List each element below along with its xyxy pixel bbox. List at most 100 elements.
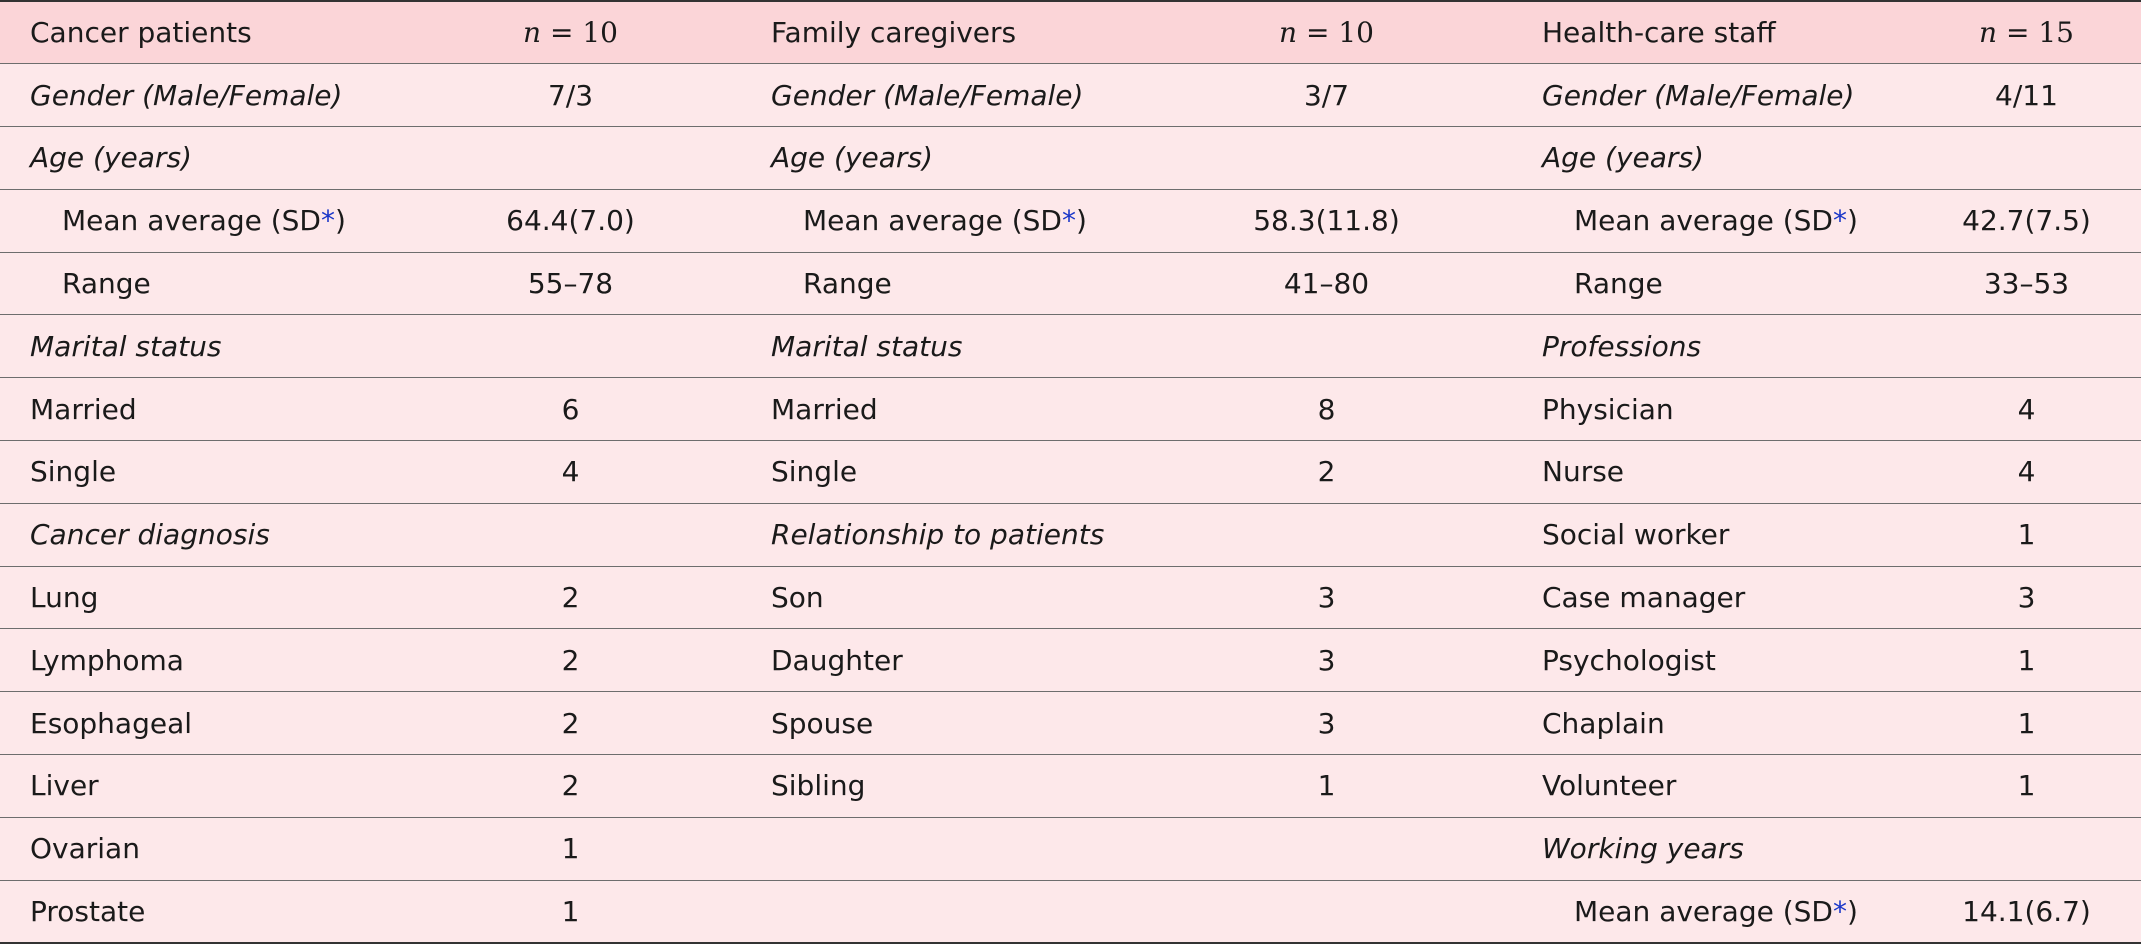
- table-row: Liver 2 Sibling 1 Volunteer 1: [0, 754, 2141, 818]
- row-value: 1: [1912, 628, 2141, 693]
- row-value: [400, 503, 741, 567]
- row-value: 3: [1141, 691, 1512, 756]
- table-row: Lymphoma 2 Daughter 3 Psychologist 1: [0, 628, 2141, 693]
- row-label: Cancer diagnosis: [0, 503, 400, 567]
- row-label: Gender (Male/Female): [1512, 63, 1912, 128]
- n-count: = 10: [541, 16, 618, 50]
- row-label: Married: [0, 377, 400, 442]
- row-label: Mean average (SD*): [0, 189, 400, 253]
- mean-label-close: ): [1075, 204, 1087, 238]
- row-label: Volunteer: [1512, 754, 1912, 818]
- row-value: [1912, 314, 2141, 379]
- row-value: 6: [400, 377, 741, 442]
- table-row: Range 55–78 Range 41–80 Range 33–53: [0, 252, 2141, 316]
- row-label: Marital status: [741, 314, 1141, 379]
- n-count: = 10: [1297, 16, 1374, 50]
- row-value: 2: [400, 754, 741, 818]
- row-value: 3: [1912, 566, 2141, 630]
- table-row: Married 6 Married 8 Physician 4: [0, 377, 2141, 442]
- row-label: Son: [741, 566, 1141, 630]
- header-cancer-patients: Cancer patients: [0, 0, 400, 65]
- row-value: 58.3(11.8): [1141, 189, 1512, 253]
- row-value: [400, 314, 741, 379]
- table-row: Esophageal 2 Spouse 3 Chaplain 1: [0, 691, 2141, 756]
- table-row: Prostate 1 Mean average (SD*) 14.1(6.7): [0, 880, 2141, 944]
- row-value: 1: [1141, 754, 1512, 818]
- footnote-star: *: [1832, 204, 1847, 238]
- row-label: Spouse: [741, 691, 1141, 756]
- row-label: Age (years): [741, 126, 1141, 190]
- row-value: 8: [1141, 377, 1512, 442]
- table-row: Age (years) Age (years) Age (years): [0, 126, 2141, 190]
- row-label: Sibling: [741, 754, 1141, 818]
- row-value: 7/3: [400, 63, 741, 128]
- row-value: 41–80: [1141, 252, 1512, 316]
- row-value: [1141, 126, 1512, 190]
- row-label: Range: [741, 252, 1141, 316]
- n-count: = 15: [1997, 16, 2074, 50]
- footnote-star: *: [1832, 894, 1847, 928]
- row-label: Ovarian: [0, 817, 400, 881]
- row-label: Lymphoma: [0, 628, 400, 693]
- mean-label-text: Mean average (SD: [803, 204, 1062, 238]
- row-label: Age (years): [0, 126, 400, 190]
- header-n-cancer-patients: n = 10: [400, 0, 741, 65]
- header-n-health-care-staff: n = 15: [1912, 0, 2141, 65]
- row-value: 1: [400, 817, 741, 881]
- row-label: Gender (Male/Female): [0, 63, 400, 128]
- row-label: Social worker: [1512, 503, 1912, 567]
- row-label: Marital status: [0, 314, 400, 379]
- row-label: [741, 880, 1141, 944]
- row-label: Case manager: [1512, 566, 1912, 630]
- row-value: 4/11: [1912, 63, 2141, 128]
- row-value: 2: [400, 628, 741, 693]
- row-value: [400, 126, 741, 190]
- row-value: 64.4(7.0): [400, 189, 741, 253]
- table-row: Ovarian 1 Working years: [0, 817, 2141, 881]
- header-row: Cancer patients n = 10 Family caregivers…: [0, 0, 2141, 65]
- row-label: Chaplain: [1512, 691, 1912, 756]
- row-label: Lung: [0, 566, 400, 630]
- mean-label-close: ): [334, 204, 346, 238]
- header-n-family-caregivers: n = 10: [1141, 0, 1512, 65]
- table-row: Cancer diagnosis Relationship to patient…: [0, 503, 2141, 567]
- row-value: 33–53: [1912, 252, 2141, 316]
- table-row: Gender (Male/Female) 7/3 Gender (Male/Fe…: [0, 63, 2141, 128]
- row-value: [1141, 314, 1512, 379]
- row-value: 3/7: [1141, 63, 1512, 128]
- row-label: Relationship to patients: [741, 503, 1141, 567]
- row-value: 14.1(6.7): [1912, 880, 2141, 944]
- row-label: Physician: [1512, 377, 1912, 442]
- row-label: Nurse: [1512, 440, 1912, 504]
- header-family-caregivers: Family caregivers: [741, 0, 1141, 65]
- mean-label-text: Mean average (SD: [1574, 894, 1833, 928]
- mean-label-close: ): [1846, 204, 1858, 238]
- row-value: 4: [400, 440, 741, 504]
- row-label: Single: [741, 440, 1141, 504]
- mean-label-text: Mean average (SD: [1574, 204, 1833, 238]
- row-label: Professions: [1512, 314, 1912, 379]
- row-label: Mean average (SD*): [1512, 880, 1912, 944]
- footnote-star: *: [1061, 204, 1076, 238]
- row-value: 2: [400, 691, 741, 756]
- mean-label-text: Mean average (SD: [62, 204, 321, 238]
- n-symbol: n: [523, 16, 542, 50]
- row-value: 1: [1912, 754, 2141, 818]
- row-label: Married: [741, 377, 1141, 442]
- row-label: Age (years): [1512, 126, 1912, 190]
- row-value: [1912, 126, 2141, 190]
- row-value: 42.7(7.5): [1912, 189, 2141, 253]
- row-value: 1: [1912, 691, 2141, 756]
- row-label: Mean average (SD*): [1512, 189, 1912, 253]
- table-row: Marital status Marital status Profession…: [0, 314, 2141, 379]
- row-value: 2: [400, 566, 741, 630]
- row-label: Working years: [1512, 817, 1912, 881]
- header-health-care-staff: Health-care staff: [1512, 0, 1912, 65]
- n-symbol: n: [1279, 16, 1298, 50]
- row-value: 4: [1912, 440, 2141, 504]
- row-value: 3: [1141, 628, 1512, 693]
- row-label: Single: [0, 440, 400, 504]
- table-row: Mean average (SD*) 64.4(7.0) Mean averag…: [0, 189, 2141, 253]
- row-value: 1: [1912, 503, 2141, 567]
